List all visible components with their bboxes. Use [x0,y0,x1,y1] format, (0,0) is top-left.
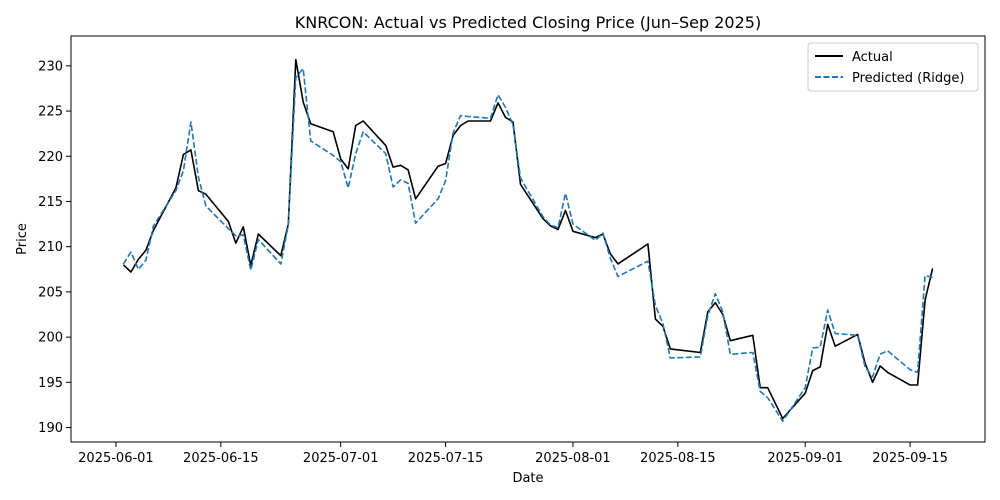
y-tick-label: 215 [38,195,63,210]
y-axis: 190 195 200 205 210 215 220 225 230 [38,59,71,436]
legend-label-predicted: Predicted (Ridge) [852,71,964,86]
y-tick-label: 210 [38,240,63,255]
x-axis: 2025-06-01 2025-06-15 2025-07-01 2025-07-15… [78,442,948,466]
x-tick-label: 2025-08-15 [640,451,716,466]
x-tick-label: 2025-06-15 [183,451,259,466]
y-tick-label: 230 [38,59,63,74]
x-tick-label: 2025-06-01 [78,451,154,466]
x-tick-label: 2025-07-15 [408,451,484,466]
series-layer [122,58,934,422]
y-axis-label: Price [15,223,30,255]
x-tick-label: 2025-09-01 [767,451,843,466]
y-tick-label: 195 [38,376,63,391]
legend-label-actual: Actual [852,50,893,65]
x-tick-label: 2025-08-01 [535,451,611,466]
y-tick-label: 220 [38,150,63,165]
x-tick-label: 2025-07-01 [303,451,379,466]
x-axis-label: Date [512,471,543,486]
chart-title: KNRCON: Actual vs Predicted Closing Pric… [295,13,761,32]
series-line-actual [122,58,934,420]
series-line-predicted-ridge [122,67,933,422]
y-tick-label: 200 [38,331,63,346]
legend: Actual Predicted (Ridge) [807,42,979,92]
y-tick-label: 190 [38,421,63,436]
y-tick-label: 205 [38,285,63,300]
y-tick-label: 225 [38,105,63,120]
legend-box [807,42,979,92]
x-tick-label: 2025-09-15 [872,451,948,466]
plot-frame [70,35,986,443]
